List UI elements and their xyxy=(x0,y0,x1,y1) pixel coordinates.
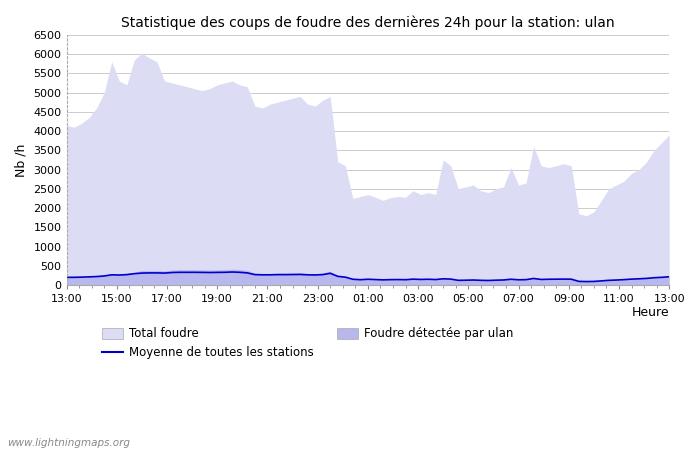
Legend: Total foudre, Moyenne de toutes les stations, Foudre détectée par ulan: Total foudre, Moyenne de toutes les stat… xyxy=(102,327,514,359)
Y-axis label: Nb /h: Nb /h xyxy=(15,143,28,176)
Text: Heure: Heure xyxy=(631,306,669,320)
Text: www.lightningmaps.org: www.lightningmaps.org xyxy=(7,438,130,448)
Title: Statistique des coups de foudre des dernières 24h pour la station: ulan: Statistique des coups de foudre des dern… xyxy=(121,15,615,30)
